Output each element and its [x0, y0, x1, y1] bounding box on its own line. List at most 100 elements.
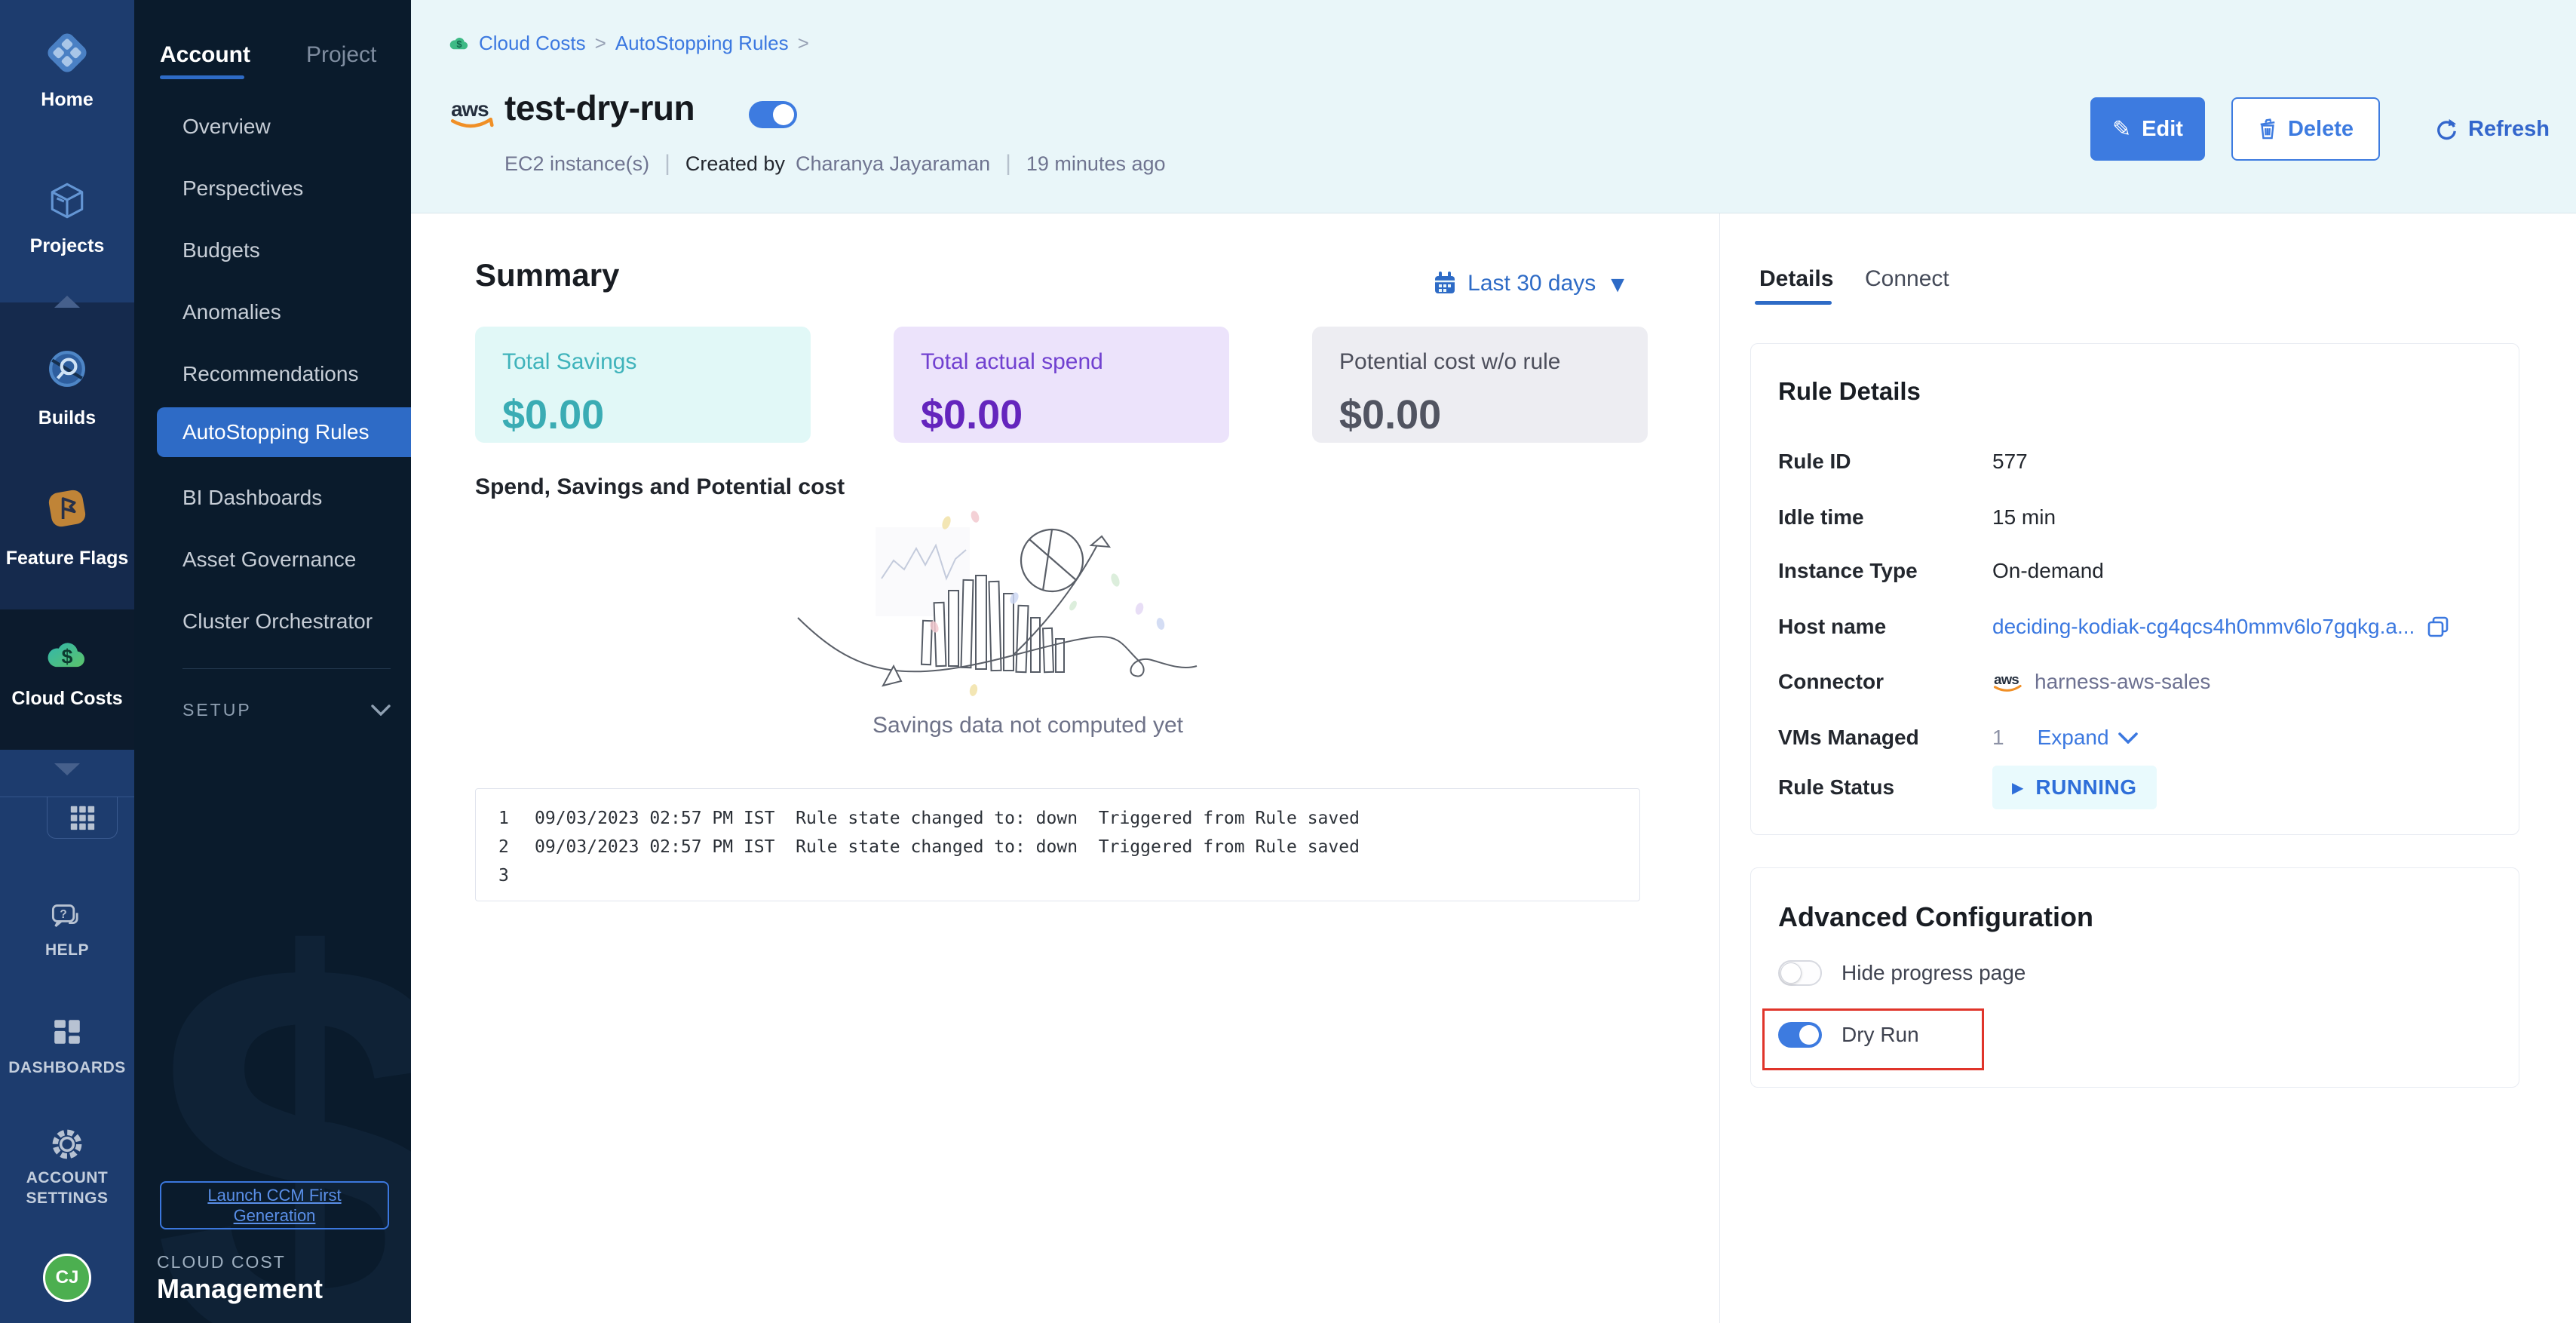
- potential-cost-value: $0.00: [1339, 392, 1442, 437]
- rail-dashboards-label[interactable]: DASHBOARDS: [8, 1059, 126, 1076]
- copy-icon[interactable]: [2427, 615, 2449, 638]
- rule-id-row: Rule ID 577: [1778, 445, 2496, 478]
- sidebar-item-cluster-orchestrator[interactable]: Cluster Orchestrator: [182, 609, 373, 633]
- rail-scroll-up-icon[interactable]: [0, 296, 134, 312]
- tab-account[interactable]: Account: [160, 42, 250, 67]
- connector-row: Connector aws harness-aws-sales: [1778, 665, 2496, 698]
- rail-builds-label[interactable]: Builds: [38, 407, 97, 428]
- left-module-rail: Home Projects Builds Feature Flags: [0, 0, 134, 1323]
- sidebar-item-anomalies[interactable]: Anomalies: [182, 300, 281, 324]
- module-switcher-button[interactable]: [47, 797, 118, 839]
- tab-details[interactable]: Details: [1759, 266, 1834, 291]
- rule-status-value: RUNNING: [2035, 775, 2137, 799]
- idle-time-value: 15 min: [1992, 505, 2056, 529]
- rule-status-label: Rule Status: [1778, 775, 1895, 799]
- date-range-selector[interactable]: Last 30 days ▼: [1433, 269, 1629, 298]
- dry-run-toggle[interactable]: [1778, 1022, 1822, 1048]
- refresh-button[interactable]: Refresh: [2417, 97, 2568, 161]
- meta-divider-2: |: [1005, 151, 1011, 176]
- tab-connect[interactable]: Connect: [1865, 266, 1949, 291]
- sidebar-item-bi-dashboards[interactable]: BI Dashboards: [182, 486, 323, 509]
- module-grid-icon: [70, 806, 95, 830]
- delete-button-label: Delete: [2287, 116, 2354, 141]
- projects-cube-icon[interactable]: [0, 180, 134, 226]
- brand-cloud-cost: CLOUD COST: [157, 1252, 286, 1272]
- cloud-costs-icon[interactable]: $: [0, 640, 134, 675]
- svg-text:$: $: [456, 38, 462, 50]
- page-title: test-dry-run: [504, 88, 695, 127]
- svg-text:aws: aws: [451, 97, 489, 121]
- account-settings-gear-icon[interactable]: [0, 1127, 134, 1165]
- breadcrumb-separator: >: [594, 32, 606, 54]
- sidebar-item-recommendations[interactable]: Recommendations: [182, 362, 359, 385]
- dry-run-label: Dry Run: [1842, 1023, 1919, 1046]
- potential-cost-label: Potential cost w/o rule: [1339, 349, 1561, 374]
- hide-progress-row: Hide progress page: [1778, 960, 2026, 986]
- rail-help-label[interactable]: HELP: [44, 941, 89, 959]
- dashboards-icon[interactable]: [0, 1017, 134, 1052]
- total-savings-card: Total Savings $0.00: [475, 327, 811, 443]
- builds-icon[interactable]: [0, 348, 134, 393]
- meta-divider: |: [664, 151, 670, 176]
- breadcrumb-cloud-costs[interactable]: Cloud Costs: [479, 32, 586, 54]
- edit-button[interactable]: ✎ Edit: [2090, 97, 2205, 161]
- rail-cloud-costs-label[interactable]: Cloud Costs: [11, 688, 123, 709]
- breadcrumb-separator-2: >: [797, 32, 809, 54]
- rule-details-card: Rule Details Rule ID 577 Idle time 15 mi…: [1750, 343, 2519, 835]
- empty-savings-message: Savings data not computed yet: [872, 713, 1183, 738]
- instance-type-value: On-demand: [1992, 559, 2104, 582]
- rail-home-label[interactable]: Home: [41, 89, 94, 110]
- host-name-label: Host name: [1778, 615, 1887, 638]
- idle-time-row: Idle time 15 min: [1778, 501, 2496, 534]
- aws-connector-icon: aws: [1993, 671, 2022, 692]
- harness-logo-icon[interactable]: [0, 29, 134, 81]
- launch-ccm-first-gen-button[interactable]: Launch CCM First Generation: [160, 1181, 389, 1229]
- hide-progress-toggle[interactable]: [1778, 960, 1822, 986]
- log-line-number: 3: [498, 866, 509, 886]
- instance-type-label: Instance Type: [1778, 559, 1918, 582]
- svg-text:aws: aws: [1994, 671, 2019, 687]
- host-name-link[interactable]: deciding-kodiak-cg4qcs4h0mmv6lo7gqkg.a..…: [1992, 615, 2415, 638]
- sidebar-item-perspectives[interactable]: Perspectives: [182, 177, 304, 200]
- vms-expand-button[interactable]: Expand: [2038, 726, 2138, 750]
- pencil-icon: ✎: [2112, 116, 2132, 142]
- delete-button[interactable]: Delete: [2231, 97, 2380, 161]
- sidebar-item-budgets[interactable]: Budgets: [182, 238, 260, 262]
- log-line-text: 09/03/2023 02:57 PM IST Rule state chang…: [535, 809, 1360, 828]
- rail-scroll-down-icon[interactable]: [0, 763, 134, 779]
- total-savings-value: $0.00: [502, 392, 605, 437]
- rule-id-value: 577: [1992, 450, 2028, 473]
- rail-projects-label[interactable]: Projects: [29, 235, 105, 256]
- feature-flags-icon[interactable]: [0, 487, 134, 533]
- log-line: 1 09/03/2023 02:57 PM IST Rule state cha…: [498, 804, 1639, 833]
- help-icon[interactable]: ?: [0, 902, 134, 938]
- rail-account-settings-label[interactable]: ACCOUNT SETTINGS: [26, 1169, 109, 1207]
- sidebar-item-asset-governance[interactable]: Asset Governance: [182, 548, 357, 571]
- setup-label: SETUP: [182, 700, 252, 720]
- nav-divider: [182, 668, 391, 669]
- breadcrumb: $ Cloud Costs > AutoStopping Rules >: [449, 32, 809, 55]
- vms-managed-label: VMs Managed: [1778, 726, 1919, 749]
- brand-management: Management: [157, 1273, 324, 1304]
- chevron-down-icon: [2118, 732, 2138, 744]
- sidebar-item-overview[interactable]: Overview: [182, 115, 271, 138]
- sidebar-setup-group[interactable]: SETUP: [182, 700, 391, 720]
- rule-type: EC2 instance(s): [504, 152, 650, 175]
- total-actual-spend-label: Total actual spend: [921, 349, 1103, 374]
- host-name-row: Host name deciding-kodiak-cg4qcs4h0mmv6l…: [1778, 610, 2496, 643]
- instance-type-row: Instance Type On-demand: [1778, 554, 2496, 588]
- breadcrumb-autostopping-rules[interactable]: AutoStopping Rules: [615, 32, 789, 54]
- ccm-side-nav: $ Account Project Overview Perspectives …: [134, 0, 411, 1323]
- rule-enabled-toggle[interactable]: [749, 101, 797, 128]
- sidebar-item-autostopping-rules[interactable]: AutoStopping Rules: [157, 407, 411, 457]
- rule-status-row: Rule Status ▶ RUNNING: [1778, 766, 2496, 809]
- total-actual-spend-card: Total actual spend $0.00: [894, 327, 1229, 443]
- rule-age: 19 minutes ago: [1026, 152, 1166, 175]
- rail-feature-flags-label[interactable]: Feature Flags: [5, 548, 129, 569]
- user-avatar[interactable]: CJ: [43, 1254, 91, 1302]
- log-line-text: 09/03/2023 02:57 PM IST Rule state chang…: [535, 837, 1360, 857]
- chevron-down-icon: [371, 704, 391, 716]
- tab-account-underline: [160, 75, 244, 79]
- tab-project[interactable]: Project: [306, 42, 377, 67]
